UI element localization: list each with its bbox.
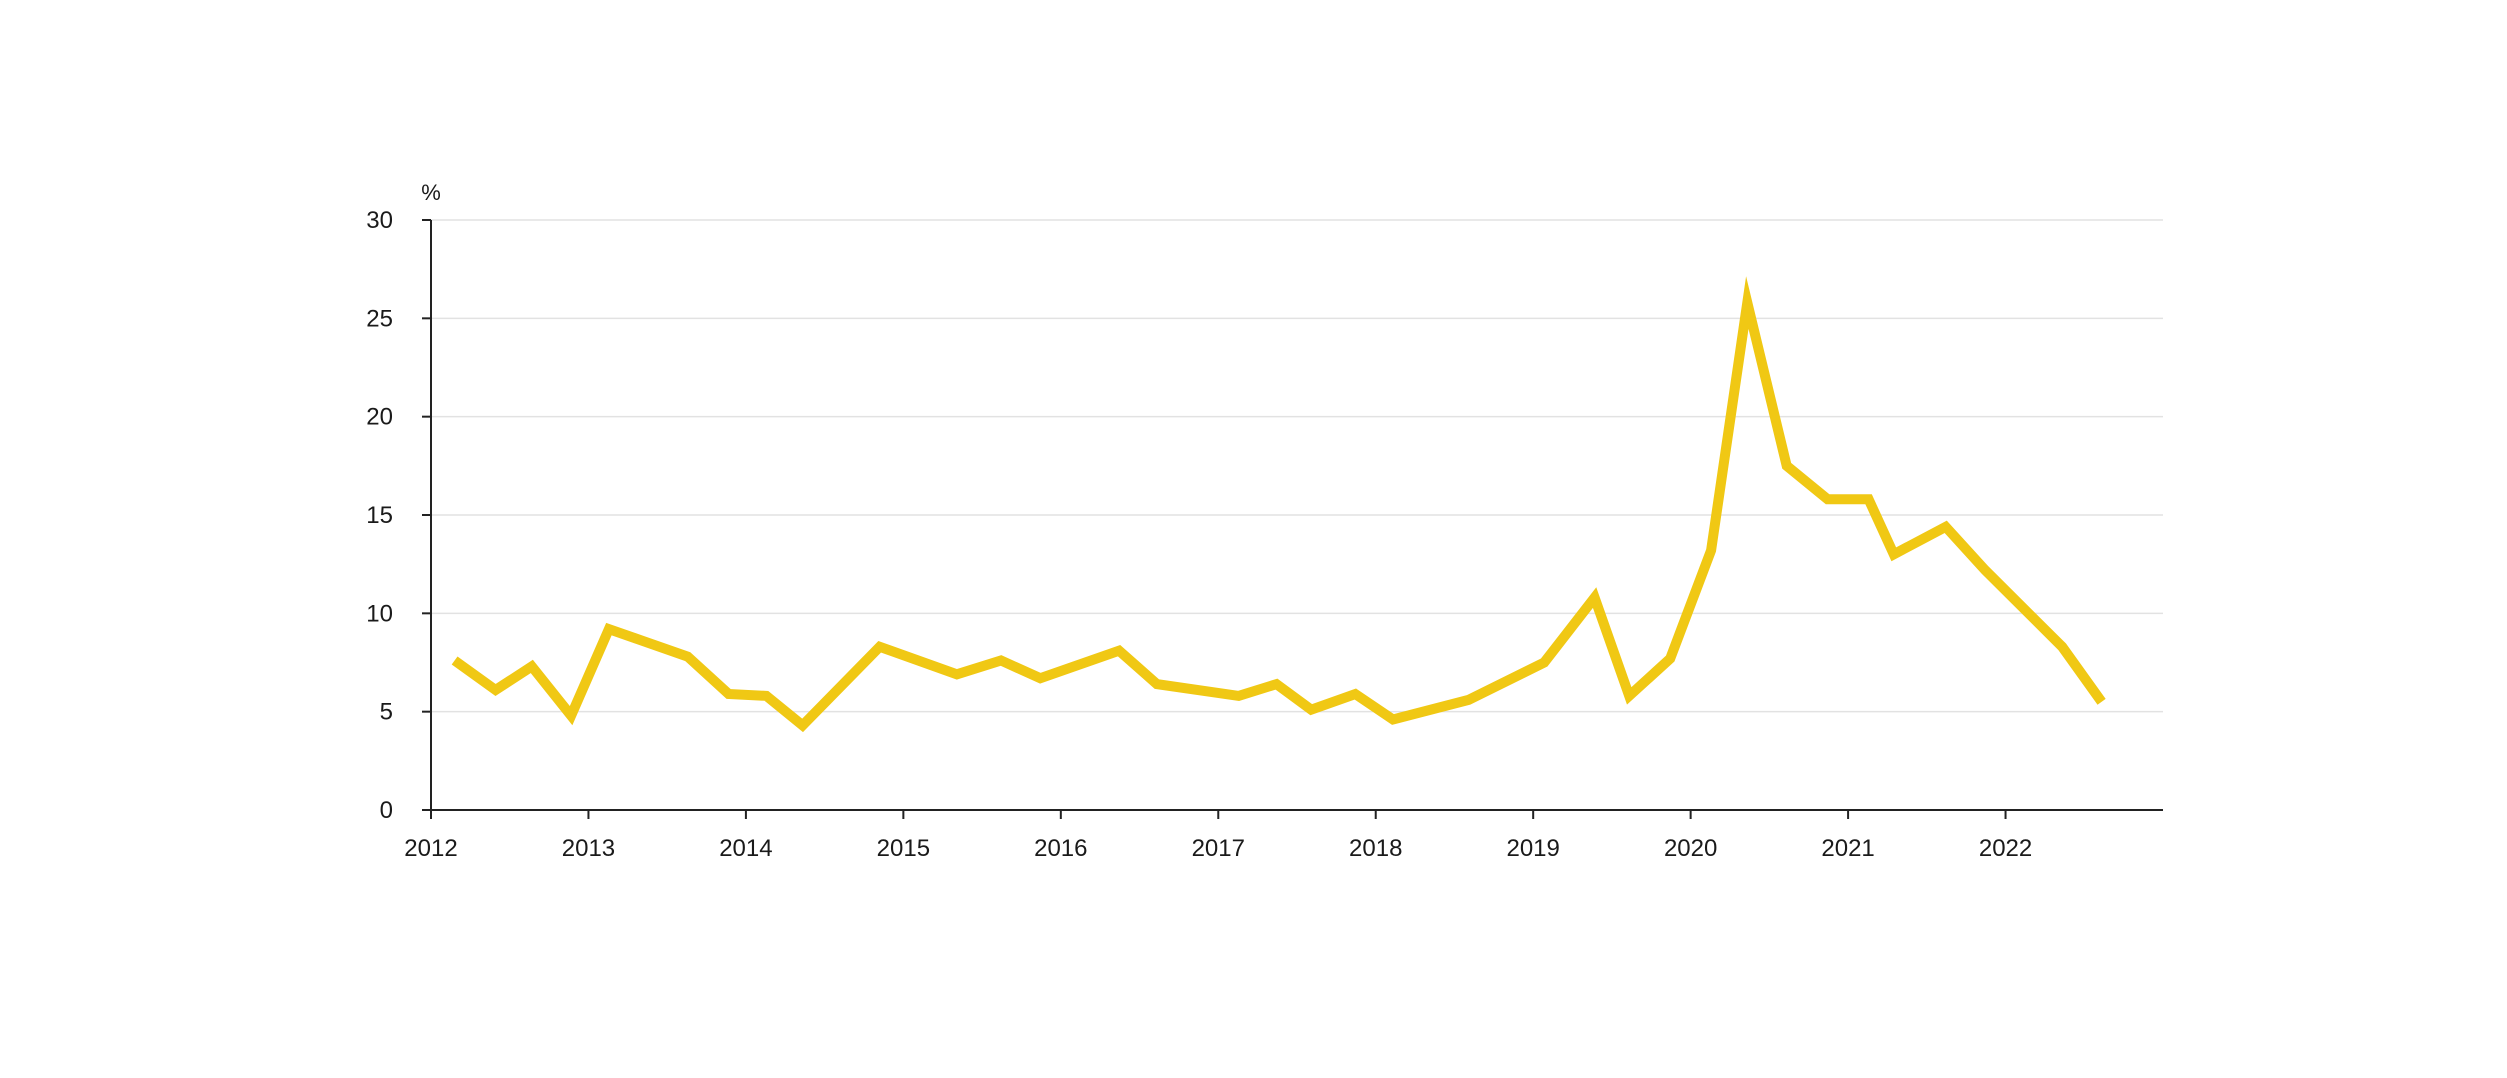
x-tick-labels: 2012 2013 2014 2015 2016 2017 2018 2019 2020 2021…: [404, 810, 2032, 862]
x-tick-label-2012: 2012: [404, 835, 457, 862]
y-tick-label-10: 10: [366, 600, 393, 627]
gridlines: [431, 219, 2163, 713]
y-tick-label-15: 15: [366, 502, 393, 529]
y-tick-label-20: 20: [366, 404, 393, 431]
y-tick-label-5: 5: [380, 699, 393, 726]
y-tick-label-30: 30: [366, 207, 393, 234]
x-tick-label-2019: 2019: [1506, 835, 1559, 862]
y-axis-unit-label: %: [421, 180, 441, 205]
y-tick-label-25: 25: [366, 305, 393, 332]
y-tick-label-0: 0: [380, 797, 393, 824]
x-tick-label-2018: 2018: [1349, 835, 1402, 862]
series-line-0: [451, 276, 2106, 733]
x-tick-label-2020: 2020: [1664, 835, 1717, 862]
x-tick-label-2013: 2013: [562, 835, 615, 862]
y-tick-labels: 0 5 10 15 20 25 30: [366, 207, 431, 824]
x-tick-label-2016: 2016: [1034, 835, 1087, 862]
x-tick-label-2022: 2022: [1979, 835, 2032, 862]
x-tick-label-2015: 2015: [877, 835, 930, 862]
x-tick-label-2017: 2017: [1192, 835, 1245, 862]
x-tick-label-2014: 2014: [719, 835, 772, 862]
series: [451, 276, 2106, 733]
x-tick-label-2021: 2021: [1821, 835, 1874, 862]
